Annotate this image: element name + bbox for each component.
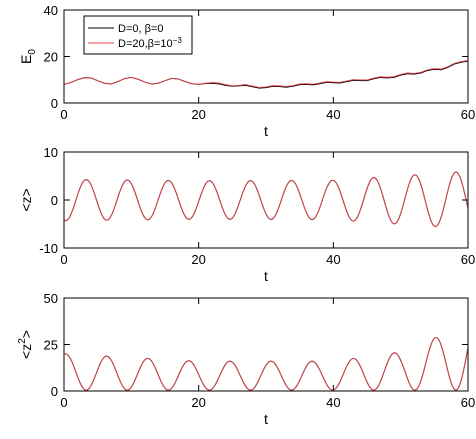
x-tick-label: 0: [60, 395, 67, 410]
series-line-1: [64, 60, 468, 89]
y-tick-label: 50: [44, 291, 58, 306]
y-tick-label: 0: [51, 384, 58, 399]
x-tick-label: 60: [461, 107, 475, 122]
y-tick-label: -10: [39, 241, 58, 256]
x-axis-label: t: [264, 411, 268, 427]
x-tick-label: 40: [326, 252, 340, 267]
x-tick-label: 60: [461, 395, 475, 410]
x-tick-label: 20: [191, 252, 205, 267]
panel-3-series: [64, 336, 468, 391]
y-tick-label: 0: [51, 193, 58, 208]
legend: D=0, β=0D=20,β=10−3: [83, 15, 193, 55]
series-line-1: [64, 336, 468, 391]
legend-entry-2: D=20,β=10−3: [118, 36, 182, 50]
x-tick-label: 40: [326, 107, 340, 122]
panel-2-series: [64, 171, 468, 228]
panel-1: 0 20 40 60 0 20 40 t E0 D=0, β=0D=20,β=10−3: [18, 3, 475, 139]
y-axis-label: <z>: [18, 188, 34, 211]
legend-box: [83, 15, 193, 55]
plot-frame: [63, 151, 469, 249]
legend-entry-1: D=0, β=0: [118, 23, 163, 35]
series-line-2: [64, 171, 468, 228]
x-tick-label: 60: [461, 252, 475, 267]
x-tick-label: 40: [326, 395, 340, 410]
x-tick-label: 20: [191, 107, 205, 122]
y-tick-label: 10: [44, 145, 58, 160]
panel-1-series: [64, 60, 468, 89]
series-line-2: [64, 337, 468, 391]
y-tick-label: 0: [51, 96, 58, 111]
y-tick-label: 40: [44, 3, 58, 18]
y-tick-label: 25: [44, 338, 58, 353]
y-axis-label: E0: [18, 49, 38, 64]
y-tick-label: 20: [44, 50, 58, 65]
x-tick-label: 0: [60, 107, 67, 122]
series-line-1: [64, 171, 468, 228]
x-axis-label: t: [264, 268, 268, 284]
series-line-2: [64, 60, 468, 88]
panel-3: 0 20 40 60 0 25 50 t <z2>: [17, 291, 475, 427]
x-tick-label: 20: [191, 395, 205, 410]
x-axis-label: t: [264, 123, 268, 139]
x-tick-label: 0: [60, 252, 67, 267]
y-axis-label: <z2>: [17, 330, 34, 359]
